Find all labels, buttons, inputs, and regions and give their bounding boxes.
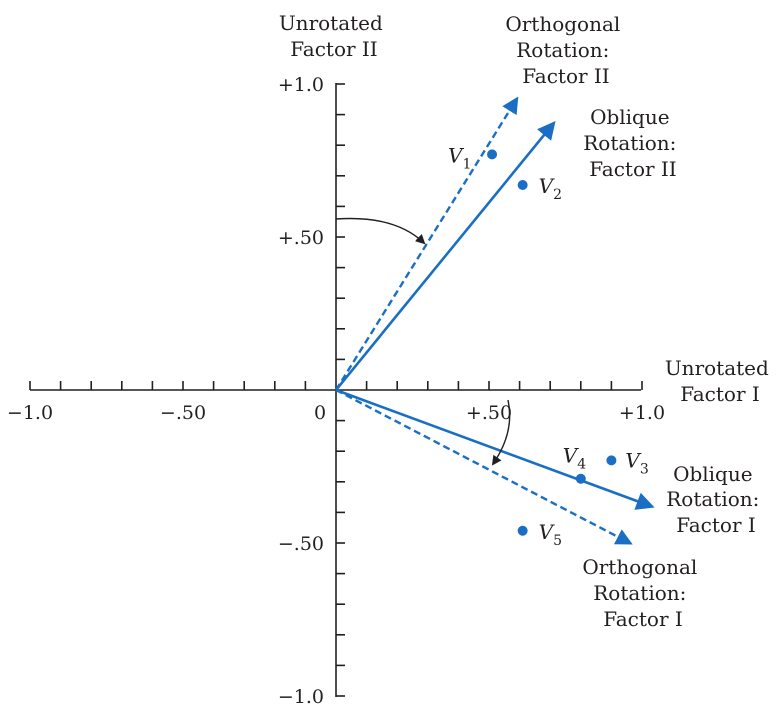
point-label-v2: V2	[539, 174, 562, 203]
rotation-vectors	[334, 96, 655, 545]
unrotated-factor-1-label: Unrotated Factor I	[665, 356, 775, 406]
x-tick-label: 0	[314, 402, 326, 424]
x-tick-label: +.50	[466, 402, 512, 424]
oblique-factor-2-label: Oblique Rotation: Factor II	[583, 105, 683, 181]
x-axis-tick-labels: −1.0 −.50 0 +.50 +1.0	[7, 402, 665, 424]
y-axis-ticks	[336, 83, 345, 697]
orthogonal-factor-2-label: Orthogonal Rotation: Factor II	[505, 12, 626, 88]
oblique-factor-1-label: Oblique Rotation: Factor I	[666, 462, 766, 537]
variable-labels: V1 V2 V3 V4 V5	[448, 143, 649, 548]
point-v4	[575, 473, 586, 484]
x-tick-label: −1.0	[7, 402, 53, 424]
point-label-v4: V4	[563, 444, 586, 473]
point-label-v5: V5	[539, 520, 562, 549]
y-axis: +1.0 +.50 −.50 −1.0	[278, 74, 345, 708]
y-tick-label: −.50	[278, 533, 324, 555]
orthogonal-factor-1-vector	[335, 388, 633, 545]
orthogonal-factor-1-label: Orthogonal Rotation: Factor I	[582, 555, 703, 631]
x-tick-label: +1.0	[619, 402, 665, 424]
x-tick-label: −.50	[160, 402, 206, 424]
oblique-factor-1-vector	[335, 388, 655, 510]
oblique-factor-2-vector	[334, 120, 556, 391]
y-axis-tick-labels: +1.0 +.50 −.50 −1.0	[278, 74, 324, 708]
point-v2	[517, 179, 528, 190]
orthogonal-factor-2-vector	[334, 96, 519, 391]
point-v1	[487, 149, 498, 160]
y-tick-label: +.50	[278, 227, 324, 249]
y-tick-label: −1.0	[278, 686, 324, 708]
point-label-v3: V3	[625, 448, 648, 477]
unrotated-factor-2-label: Unrotated Factor II	[279, 11, 389, 61]
rotation-arc-lower	[491, 399, 511, 466]
variable-points	[487, 149, 617, 536]
point-v5	[517, 525, 528, 536]
point-v3	[606, 455, 617, 466]
x-axis: −1.0 −.50 0 +.50 +1.0	[7, 381, 665, 424]
point-label-v1: V1	[448, 143, 471, 172]
rotation-arc-upper	[335, 217, 426, 245]
x-axis-ticks	[29, 381, 643, 390]
y-tick-label: +1.0	[278, 74, 324, 96]
